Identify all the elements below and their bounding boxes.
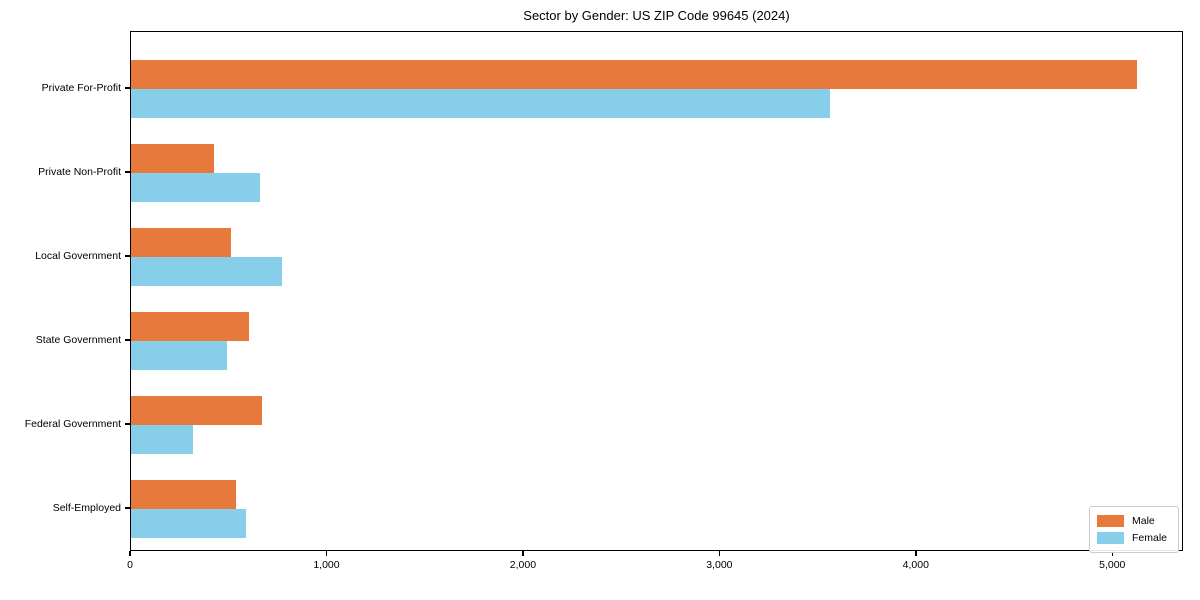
ytick-label-local-government: Local Government xyxy=(35,250,121,262)
xtick-label-5000: 5,000 xyxy=(1099,559,1126,571)
ytick-label-private-for-profit: Private For-Profit xyxy=(41,82,121,94)
ytick-mark xyxy=(125,171,130,173)
bar-male-local-government xyxy=(131,228,232,257)
ytick-label-federal-government: Federal Government xyxy=(24,418,121,430)
ytick-label-private-non-profit: Private Non-Profit xyxy=(38,166,121,178)
bar-female-state-government xyxy=(131,341,228,370)
bar-male-self-employed xyxy=(131,480,237,509)
bar-male-private-for-profit xyxy=(131,60,1137,89)
legend: Male Female xyxy=(1089,506,1179,553)
bar-male-private-non-profit xyxy=(131,144,214,173)
xtick-mark xyxy=(325,551,328,556)
legend-item-female: Female xyxy=(1097,532,1172,544)
xtick-mark xyxy=(129,551,131,556)
xtick-mark xyxy=(915,551,917,556)
legend-label-male: Male xyxy=(1132,515,1155,527)
ytick-mark xyxy=(125,255,130,257)
xtick-mark xyxy=(522,551,524,556)
bar-female-self-employed xyxy=(131,509,246,538)
xtick-label-4000: 4,000 xyxy=(902,559,929,571)
ytick-mark xyxy=(125,423,130,425)
legend-swatch-male xyxy=(1097,515,1124,527)
chart-title: Sector by Gender: US ZIP Code 99645 (202… xyxy=(523,8,790,23)
ytick-mark xyxy=(125,507,130,509)
bar-male-federal-government xyxy=(131,396,262,425)
ytick-mark xyxy=(125,87,130,89)
legend-label-female: Female xyxy=(1132,532,1168,544)
bar-female-private-for-profit xyxy=(131,89,831,118)
bar-female-private-non-profit xyxy=(131,173,260,202)
bar-female-federal-government xyxy=(131,425,193,454)
bar-male-state-government xyxy=(131,312,249,341)
xtick-label-3000: 3,000 xyxy=(706,559,733,571)
ytick-label-state-government: State Government xyxy=(35,334,121,346)
legend-item-male: Male xyxy=(1097,515,1172,527)
bar-female-local-government xyxy=(131,257,283,286)
ytick-label-self-employed: Self-Employed xyxy=(52,502,121,514)
xtick-label-1000: 1,000 xyxy=(313,559,340,571)
legend-swatch-female xyxy=(1097,532,1124,544)
xtick-mark xyxy=(1111,551,1114,556)
xtick-label-2000: 2,000 xyxy=(509,559,537,571)
ytick-mark xyxy=(125,339,130,341)
xtick-label-0: 0 xyxy=(127,559,133,571)
xtick-mark xyxy=(718,551,721,556)
plot-area xyxy=(130,31,1183,551)
